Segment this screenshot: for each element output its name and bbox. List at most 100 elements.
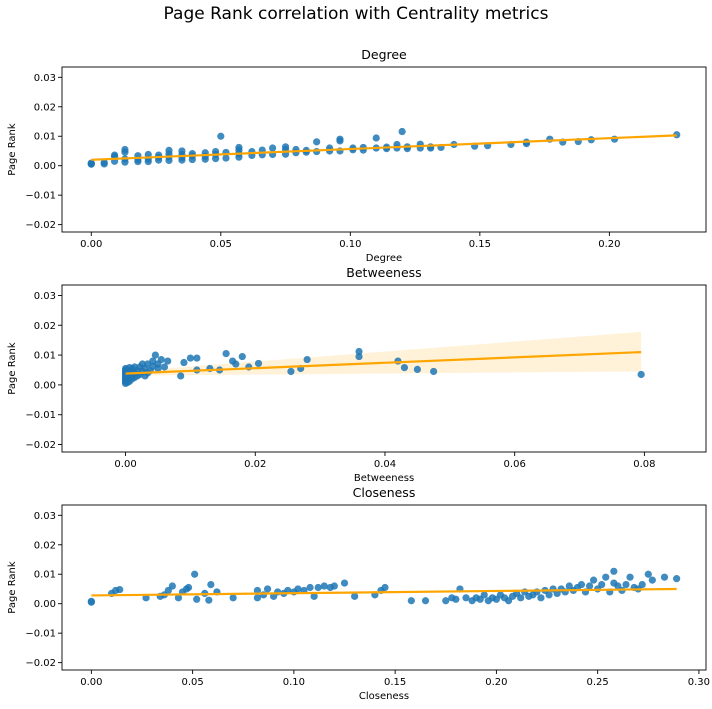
- y-tick-label: −0.01: [25, 410, 56, 421]
- data-point: [622, 580, 630, 589]
- data-point: [598, 580, 606, 589]
- y-tick-label: 0.00: [34, 599, 56, 610]
- data-point: [462, 594, 470, 602]
- data-point: [585, 582, 594, 590]
- data-point: [610, 135, 619, 143]
- data-point: [648, 576, 656, 584]
- data-point: [427, 143, 435, 151]
- data-point: [165, 146, 173, 154]
- axes-frame: [61, 66, 707, 233]
- y-tick-label: −0.02: [25, 658, 56, 669]
- y-tick-label: 0.02: [34, 321, 56, 332]
- data-point: [157, 355, 165, 364]
- data-point: [259, 591, 268, 599]
- data-point: [306, 583, 314, 592]
- data-point: [263, 585, 272, 593]
- data-point: [142, 594, 150, 602]
- data-point: [253, 586, 262, 595]
- data-point: [100, 158, 108, 167]
- data-point: [480, 591, 488, 599]
- chart-betweeness-panel: 0.00 0.02 0.04 0.06 0.08 −0.02 −0.01 0.00 0.01 0.…: [7, 265, 707, 484]
- x-tick-label: 0.05: [210, 239, 232, 250]
- data-point: [164, 357, 172, 365]
- x-axis-label: Degree: [366, 253, 402, 264]
- y-tick-label: 0.02: [34, 102, 56, 113]
- data-point: [351, 592, 359, 600]
- data-point: [660, 573, 669, 581]
- x-tick-label: 0.15: [384, 677, 406, 688]
- data-point: [205, 596, 213, 604]
- y-tick-label: 0.03: [34, 73, 56, 84]
- x-tick-label: 0.00: [114, 459, 136, 470]
- data-point: [320, 582, 328, 590]
- data-point: [217, 132, 225, 140]
- data-point: [174, 594, 183, 602]
- y-axis-label: Page Rank: [7, 342, 18, 395]
- data-point: [269, 144, 277, 152]
- data-point: [602, 573, 610, 581]
- data-point: [310, 592, 318, 600]
- y-tick-label: 0.03: [34, 291, 56, 302]
- data-point: [637, 370, 645, 379]
- data-point: [517, 594, 525, 602]
- y-tick-label: 0.01: [34, 351, 56, 362]
- data-point: [116, 585, 124, 594]
- y-tick-label: 0.02: [34, 540, 56, 551]
- x-tick-label: 0.30: [688, 677, 710, 688]
- y-tick-label: 0.01: [34, 132, 56, 143]
- data-area: [87, 567, 681, 606]
- x-tick-label: 0.02: [244, 459, 266, 470]
- data-point: [177, 372, 185, 380]
- x-axis-label: Betweeness: [354, 473, 414, 484]
- data-point: [381, 583, 389, 592]
- y-axis-label: Page Rank: [7, 123, 18, 176]
- data-point: [442, 597, 450, 605]
- chart-degree-panel: 0.00 0.05 0.10 0.15 0.20 −0.02 −0.01 0.00 0.01 0.…: [7, 47, 707, 264]
- chart-title: Betweeness: [346, 265, 421, 280]
- data-point: [254, 359, 263, 368]
- x-tick-label: 0.06: [504, 459, 526, 470]
- x-tick-label: 0.10: [339, 239, 361, 250]
- x-tick-label: 0.00: [80, 677, 102, 688]
- axes-frame: [61, 284, 707, 453]
- data-point: [235, 143, 243, 152]
- data-point: [87, 597, 95, 605]
- data-point: [313, 138, 321, 146]
- data-point: [110, 151, 119, 159]
- data-point: [121, 145, 129, 154]
- data-point: [87, 159, 95, 167]
- data-point: [281, 143, 290, 151]
- data-point: [212, 147, 220, 156]
- data-point: [638, 580, 646, 589]
- x-tick-label: 0.20: [598, 239, 620, 250]
- data-point: [180, 358, 188, 367]
- data-area: [121, 331, 645, 388]
- data-point: [168, 582, 176, 590]
- y-tick-label: −0.01: [25, 629, 56, 640]
- x-tick-label: 0.25: [587, 677, 609, 688]
- y-tick-label: 0.01: [34, 570, 56, 581]
- data-point: [253, 594, 262, 602]
- data-point: [222, 349, 230, 358]
- data-point: [400, 364, 409, 372]
- x-tick-label: 0.08: [633, 459, 655, 470]
- data-point: [537, 594, 545, 602]
- data-point: [222, 154, 230, 162]
- data-point: [340, 579, 349, 587]
- data-point: [644, 570, 652, 578]
- data-point: [330, 582, 338, 590]
- data-point: [430, 367, 438, 376]
- y-tick-label: −0.02: [25, 440, 56, 451]
- data-point: [303, 355, 311, 364]
- data-point: [610, 567, 618, 575]
- data-point: [413, 365, 421, 373]
- figure-suptitle: Page Rank correlation with Centrality me…: [163, 4, 549, 24]
- x-tick-label: 0.15: [469, 239, 491, 250]
- data-point: [545, 591, 553, 599]
- y-tick-label: 0.03: [34, 511, 56, 522]
- data-point: [186, 354, 195, 362]
- data-point: [151, 351, 159, 359]
- data-point: [407, 597, 415, 605]
